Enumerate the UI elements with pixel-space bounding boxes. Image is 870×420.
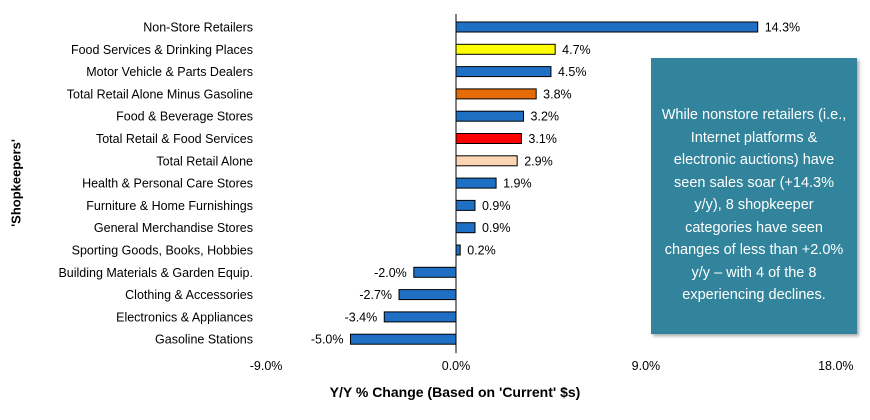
category-label: Building Materials & Garden Equip.	[58, 266, 253, 280]
category-label: Food & Beverage Stores	[116, 110, 253, 124]
x-tick-label: 0.0%	[442, 359, 471, 373]
annotation-callout: While nonstore retailers (i.e., Internet…	[651, 58, 857, 334]
category-label: Gasoline Stations	[155, 333, 253, 347]
data-label: -3.4%	[345, 310, 378, 324]
bar	[455, 222, 476, 234]
category-label: Non-Store Retailers	[143, 21, 253, 35]
x-axis-title: Y/Y % Change (Based on 'Current' $s)	[329, 384, 581, 400]
category-label: Total Retail & Food Services	[96, 132, 253, 146]
bar	[455, 21, 759, 33]
bar	[455, 155, 518, 167]
x-tick-label: 18.0%	[818, 359, 853, 373]
category-label: Total Retail Alone	[156, 154, 253, 168]
category-label: Food Services & Drinking Places	[71, 43, 253, 57]
y-axis-title: 'Shopkeepers'	[8, 139, 24, 227]
data-label: 3.8%	[543, 87, 572, 101]
category-label: Clothing & Accessories	[125, 288, 253, 302]
category-label: Sporting Goods, Books, Hobbies	[72, 244, 253, 258]
data-label: -2.0%	[374, 266, 407, 280]
bar	[383, 311, 457, 323]
data-label: 4.7%	[562, 43, 591, 57]
data-label: -2.7%	[359, 288, 392, 302]
category-label: Total Retail Alone Minus Gasoline	[67, 87, 253, 101]
bar	[455, 177, 497, 189]
category-label: Electronics & Appliances	[116, 310, 253, 324]
bar	[455, 133, 522, 144]
bar	[398, 289, 457, 301]
bar	[455, 199, 476, 211]
bar	[455, 66, 552, 78]
bar	[455, 88, 537, 100]
bar	[455, 244, 461, 256]
category-label: General Merchandise Stores	[94, 221, 253, 235]
data-label: 14.3%	[765, 21, 800, 35]
bar	[455, 110, 525, 122]
data-label: 3.2%	[531, 110, 560, 124]
category-label: Furniture & Home Furnishings	[86, 199, 253, 213]
bar	[455, 43, 556, 55]
category-label: Health & Personal Care Stores	[82, 177, 253, 191]
data-label: 2.9%	[524, 154, 553, 168]
data-label: 0.9%	[482, 199, 511, 213]
bar	[413, 266, 457, 278]
data-label: 4.5%	[558, 65, 587, 79]
data-label: 3.1%	[528, 132, 557, 146]
data-label: 0.9%	[482, 221, 511, 235]
x-tick-label: 9.0%	[632, 359, 661, 373]
category-label: Motor Vehicle & Parts Dealers	[86, 65, 253, 79]
data-label: 1.9%	[503, 177, 531, 191]
data-label: 0.2%	[467, 244, 496, 258]
x-tick-label: -9.0%	[250, 359, 283, 373]
bar	[350, 333, 457, 345]
data-label: -5.0%	[311, 333, 344, 347]
